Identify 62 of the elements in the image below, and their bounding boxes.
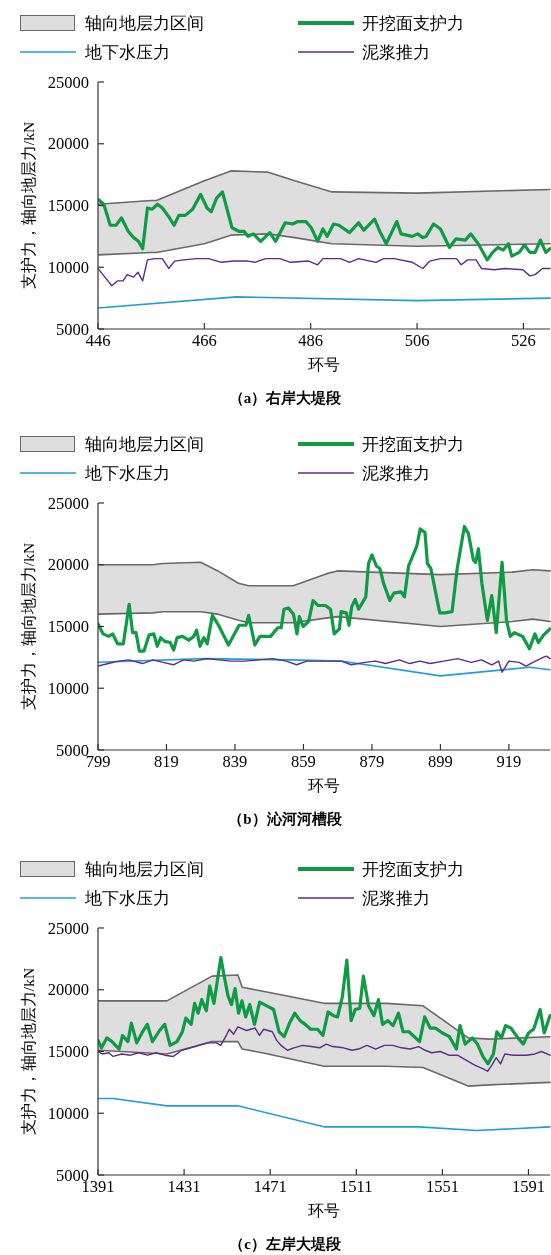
y-axis-title: 支护力，轴向地层力/kN <box>20 121 37 290</box>
x-tick-label: 819 <box>154 752 179 771</box>
legend-label: 轴向地层力区间 <box>85 860 204 879</box>
legend-label: 地下水压力 <box>84 889 170 908</box>
y-tick-label: 10000 <box>47 1103 89 1123</box>
legend-label: 轴向地层力区间 <box>85 435 204 454</box>
x-tick-label: 1471 <box>253 1177 287 1196</box>
y-tick-label: 15000 <box>47 617 89 636</box>
text: （c）左岸大堤段 <box>229 1236 342 1252</box>
line-series <box>98 524 551 653</box>
line-series <box>98 956 551 1066</box>
line-series <box>98 257 551 287</box>
y-axis-title: 支护力，轴向地层力/kN <box>20 967 37 1136</box>
line-series <box>98 233 551 256</box>
line-series <box>98 561 551 587</box>
y-tick-label: 5000 <box>56 319 89 339</box>
legend-label: 开挖面支护力 <box>362 435 464 454</box>
x-tick-label: 1551 <box>425 1177 459 1196</box>
x-axis-title: 环号 <box>308 777 340 794</box>
legend-label: 地下水压力 <box>84 43 170 62</box>
x-tick-label: 486 <box>298 331 324 350</box>
line-series <box>98 170 551 206</box>
legend-label: 轴向地层力区间 <box>85 14 204 33</box>
legend-label: 泥浆推力 <box>362 464 430 483</box>
y-tick-label: 15000 <box>47 196 89 215</box>
x-tick-label: 1431 <box>167 1177 201 1196</box>
line-series <box>98 190 551 262</box>
line-series <box>98 1040 551 1087</box>
legend-label: 开挖面支护力 <box>362 860 464 879</box>
x-tick-label: 506 <box>404 331 430 350</box>
y-axis-title: 支护力，轴向地层力/kN <box>20 542 37 711</box>
line-series <box>98 974 551 1040</box>
line-series <box>98 296 551 309</box>
x-tick-label: 919 <box>496 752 522 771</box>
x-tick-label: 859 <box>291 752 316 771</box>
line-series <box>98 610 551 628</box>
x-tick-label: 839 <box>222 752 248 771</box>
legend-label: 泥浆推力 <box>362 889 430 908</box>
line-series <box>98 1026 551 1072</box>
y-tick-label: 25000 <box>47 493 89 513</box>
line-series <box>98 1097 551 1132</box>
x-tick-label: 899 <box>428 752 453 771</box>
y-tick-label: 20000 <box>47 980 89 1000</box>
x-tick-label: 1591 <box>511 1177 545 1196</box>
y-tick-label: 10000 <box>47 678 89 698</box>
x-tick-label: 526 <box>511 331 536 350</box>
y-tick-label: 25000 <box>47 918 89 938</box>
legend-label: 地下水压力 <box>84 464 170 483</box>
x-axis-title: 环号 <box>308 356 340 373</box>
legend-label: 开挖面支护力 <box>362 14 464 33</box>
y-tick-label: 25000 <box>47 72 89 92</box>
x-tick-label: 1511 <box>340 1177 373 1196</box>
y-tick-label: 20000 <box>47 555 89 575</box>
y-tick-label: 10000 <box>47 257 89 277</box>
x-tick-label: 466 <box>191 331 217 350</box>
text: （a）右岸大堤段 <box>228 390 343 406</box>
x-axis-title: 环号 <box>308 1202 340 1219</box>
y-tick-label: 15000 <box>47 1042 89 1061</box>
y-tick-label: 20000 <box>47 134 89 154</box>
text: （b）沁河河槽段 <box>228 811 343 827</box>
x-tick-label: 879 <box>359 752 385 771</box>
legend-label: 泥浆推力 <box>362 43 430 62</box>
